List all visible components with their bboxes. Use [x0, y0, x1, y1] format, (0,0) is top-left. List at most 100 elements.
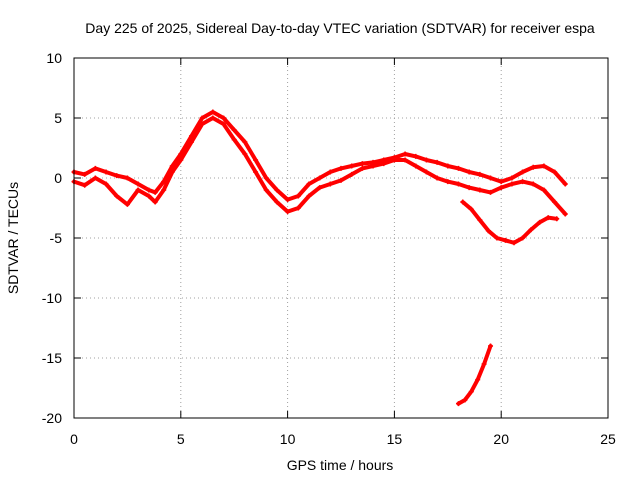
data-point	[488, 189, 494, 195]
data-point	[370, 163, 376, 169]
data-point	[210, 109, 216, 115]
data-point	[462, 397, 468, 403]
data-point	[152, 199, 158, 205]
data-point	[263, 187, 269, 193]
data-point	[498, 179, 504, 185]
data-point	[485, 228, 491, 234]
data-point	[423, 157, 429, 163]
data-point	[210, 115, 216, 121]
data-point	[455, 181, 461, 187]
data-point	[114, 173, 120, 179]
data-point	[103, 169, 109, 175]
data-point	[327, 181, 333, 187]
ticks: 0 5 10 15 20 25 -20 -15 -10 -5 0 5 10	[42, 50, 616, 447]
data-point	[327, 169, 333, 175]
data-point	[528, 227, 534, 233]
data-point	[338, 177, 344, 183]
data-point	[338, 165, 344, 171]
data-point	[509, 181, 515, 187]
data-point	[253, 169, 259, 175]
data-point	[530, 164, 536, 170]
series-track-4	[455, 343, 494, 407]
data-point	[188, 139, 194, 145]
data-point	[306, 193, 312, 199]
data-point	[488, 343, 494, 349]
data-point	[434, 175, 440, 181]
y-tick-label: -5	[50, 230, 63, 246]
y-tick-label: -10	[42, 290, 62, 306]
x-tick-label: 25	[600, 431, 616, 447]
data-layer	[71, 109, 568, 407]
data-point	[511, 240, 517, 246]
data-point	[146, 193, 152, 199]
x-tick-label: 10	[280, 431, 296, 447]
data-point	[402, 157, 408, 163]
data-point	[317, 175, 323, 181]
x-axis-label: GPS time / hours	[287, 457, 394, 473]
data-point	[552, 199, 558, 205]
data-point	[423, 169, 429, 175]
data-point	[124, 201, 130, 207]
data-point	[520, 179, 526, 185]
data-point	[455, 401, 461, 407]
x-tick-label: 0	[70, 431, 78, 447]
data-point	[152, 189, 158, 195]
data-point	[263, 175, 269, 181]
data-point	[359, 161, 365, 167]
data-point	[82, 182, 88, 188]
data-point	[349, 171, 355, 177]
data-point	[520, 235, 526, 241]
data-point	[481, 361, 487, 367]
data-point	[455, 165, 461, 171]
data-point	[253, 157, 259, 163]
data-point	[274, 187, 280, 193]
data-point	[306, 181, 312, 187]
data-point	[295, 193, 301, 199]
data-point	[541, 163, 547, 169]
data-point	[554, 216, 560, 222]
data-point	[381, 161, 387, 167]
data-point	[475, 377, 481, 383]
data-point	[537, 219, 543, 225]
data-point	[488, 175, 494, 181]
series-track-2	[71, 115, 568, 217]
data-point	[402, 151, 408, 157]
data-point	[169, 169, 175, 175]
data-point	[434, 159, 440, 165]
data-point	[221, 121, 227, 127]
data-point	[494, 235, 500, 241]
data-point	[178, 157, 184, 163]
series-trace	[460, 200, 559, 245]
y-tick-label: 5	[54, 110, 62, 126]
data-point	[242, 139, 248, 145]
data-point	[445, 179, 451, 185]
data-point	[221, 115, 227, 121]
data-point	[231, 137, 237, 143]
data-point	[169, 163, 175, 169]
y-tick-label: -20	[42, 410, 62, 426]
x-tick-label: 5	[177, 431, 185, 447]
data-point	[468, 389, 474, 395]
data-point	[530, 181, 536, 187]
data-point	[391, 157, 397, 163]
y-tick-label: 10	[46, 50, 62, 66]
data-point	[413, 163, 419, 169]
data-point	[135, 187, 141, 193]
data-point	[520, 169, 526, 175]
data-point	[477, 171, 483, 177]
data-point	[82, 171, 88, 177]
data-point	[562, 211, 568, 217]
data-point	[295, 205, 301, 211]
data-point	[285, 209, 291, 215]
data-point	[92, 165, 98, 171]
data-point	[466, 185, 472, 191]
data-point	[317, 185, 323, 191]
chart-title: Day 225 of 2025, Sidereal Day-to-day VTE…	[85, 20, 595, 36]
data-point	[92, 175, 98, 181]
data-point	[199, 115, 205, 121]
y-axis-label: SDTVAR / TECUs	[5, 182, 21, 294]
series-track-3	[460, 199, 560, 246]
x-tick-label: 15	[387, 431, 403, 447]
